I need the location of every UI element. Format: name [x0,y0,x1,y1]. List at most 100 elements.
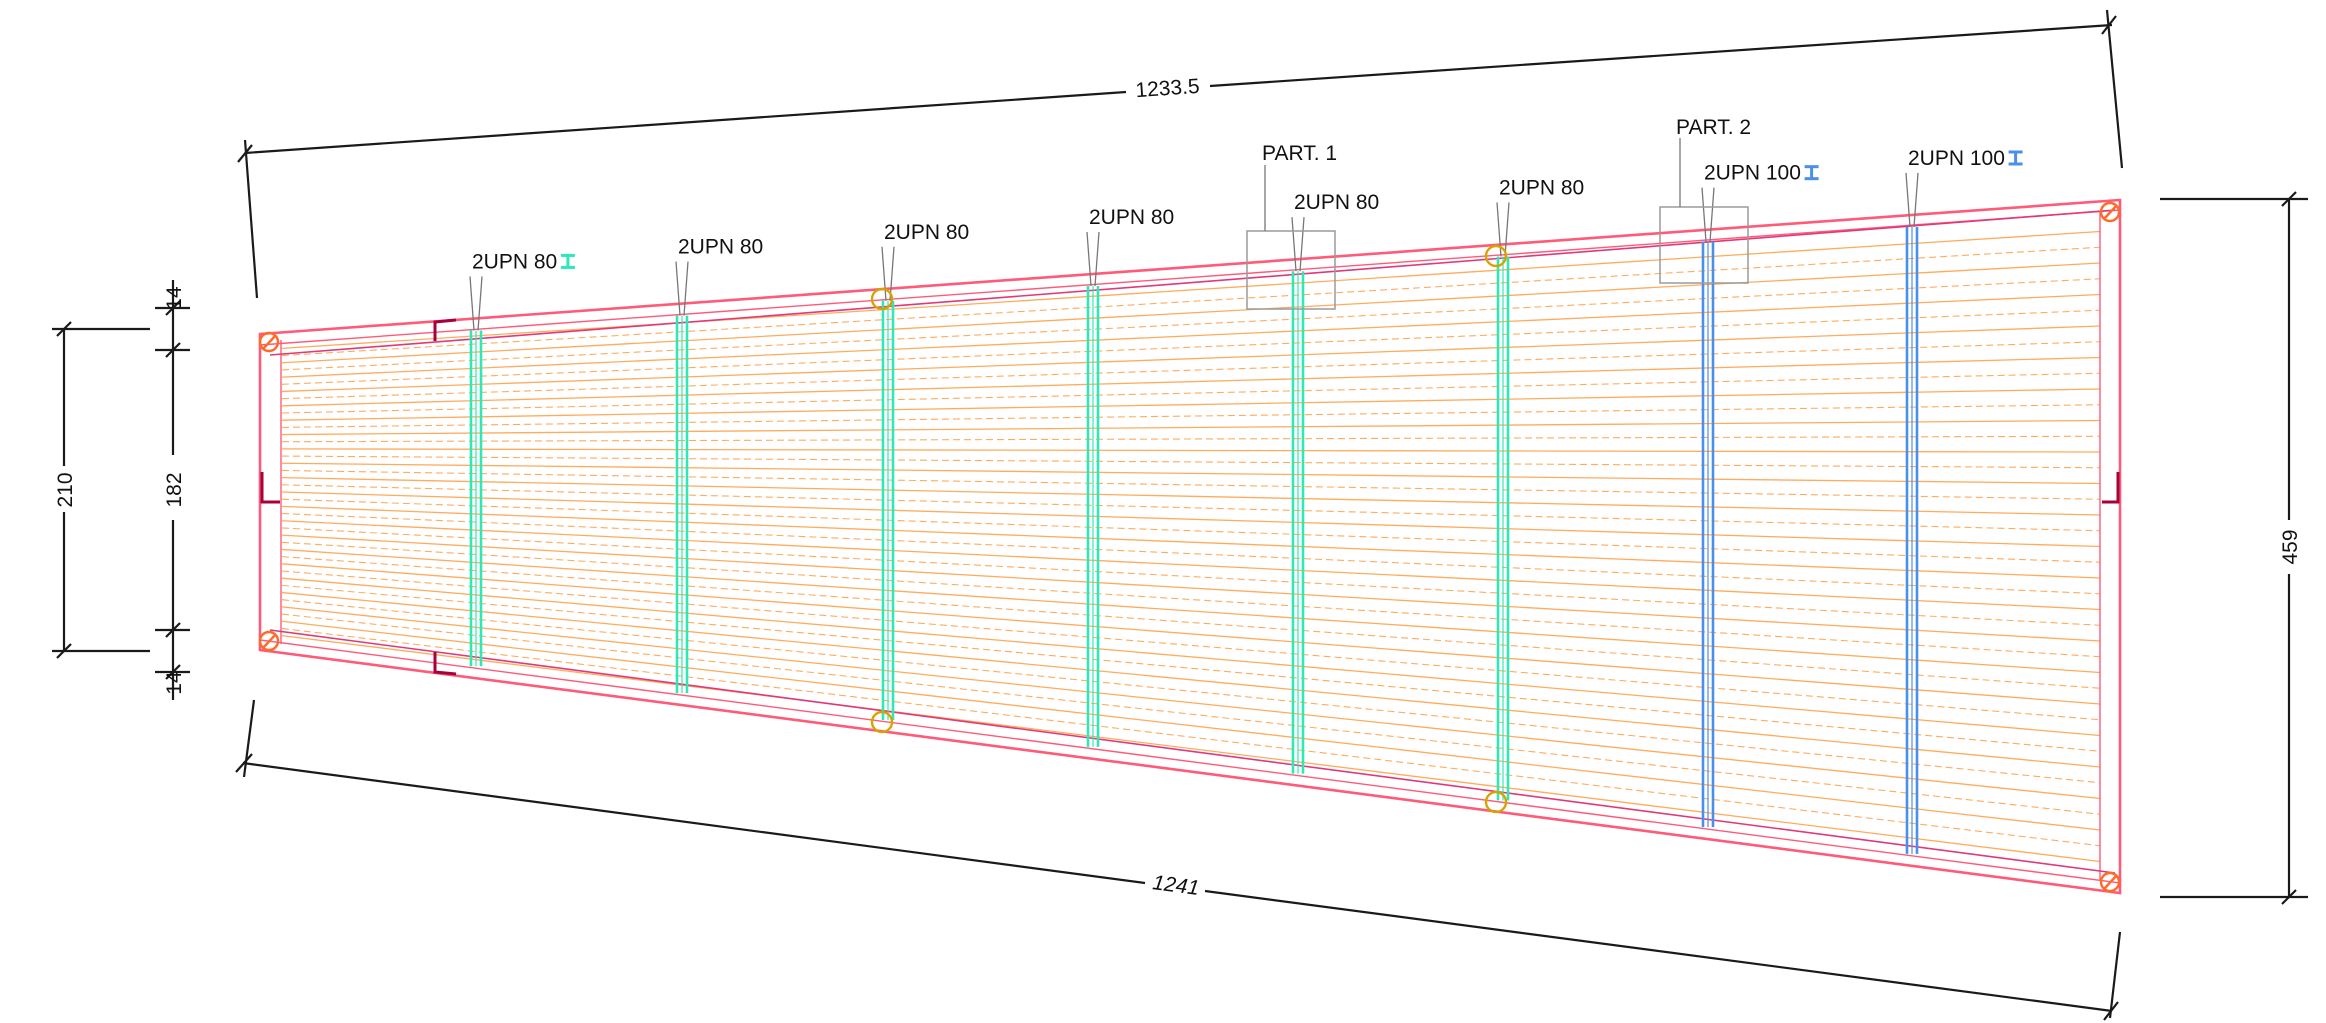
crossbeam-label: 2UPN 80 [884,221,969,244]
pins [258,201,2121,893]
left-bottom-edge-label: 14 [163,671,186,695]
dimension-top: 1233.5 [237,9,2124,299]
i-beam-icon [560,253,575,269]
slat-line [281,419,2101,436]
crossbeam-leader [1086,231,1092,287]
slat-line [281,293,2101,378]
slat-dash-line [281,246,2101,357]
slat-line [281,606,2101,800]
crossbeam-7: 2UPN 100 [1701,162,1819,828]
slat-dash-line [281,498,2101,563]
hinge-pin-6-top [1484,244,1508,268]
slat-line [281,520,2101,611]
crossbeam-leader [1905,172,1911,228]
slat-dash-line [281,570,2101,721]
dimension-bottom: 1241 [235,699,2122,1021]
dimension-left-total: 210 [52,321,150,659]
left-total-label: 210 [54,472,77,507]
slat-dash-line [281,512,2101,595]
slat-dash-line [281,484,2101,532]
slat-line [281,388,2101,421]
top-length-label: 1233.5 [1135,75,1201,102]
slats [281,230,2101,863]
left-top-edge-label: 14 [163,286,186,310]
bracket-right-mid [2102,472,2120,504]
crossbeam-leader [1913,172,1919,228]
crossbeam-5: 2UPN 80 [1291,191,1379,774]
diagonal-brace-top [269,209,2116,356]
hinge-pin-3-top [870,287,894,311]
crossbeam-label: 2UPN 100 [1704,162,1801,185]
panel-outline [258,198,2122,895]
diagonal-brace-bottom [269,629,2116,874]
slat-line [281,548,2101,674]
crossbeam-1: 2UPN 80 [469,250,575,667]
crossbeam-4: 2UPN 80 [1086,206,1174,747]
slat-line [281,634,2101,863]
slat-dash-line [281,627,2101,847]
crossbeam-label: 2UPN 80 [472,250,557,273]
crossbeam-6: 2UPN 80 [1496,176,1584,801]
slat-dash-line [281,584,2101,752]
crossbeam-leader [881,246,887,301]
crossbeam-leader [469,276,475,331]
part-1-label: PART. 1 [1262,142,1337,165]
i-beam-icon [1804,165,1819,181]
slat-line [281,534,2101,642]
slat-dash-line [281,527,2101,626]
slat-dash-line [281,469,2101,500]
slat-line [281,591,2101,768]
crossbeam-leader [889,246,895,301]
slat-dash-line [281,613,2101,815]
crossbeam-leader [1504,202,1510,257]
i-beam-icon [2008,150,2023,166]
slat-line [281,505,2101,579]
part-2-marker: PART. 2 [1659,116,1751,284]
crossbeam-leader [1299,217,1305,272]
crossbeam-label: 2UPN 80 [1089,206,1174,229]
slat-line [281,262,2101,364]
slat-line [281,563,2101,705]
bottom-length-label: 1241 [1151,871,1200,900]
bracket-left-mid [260,472,280,504]
bracket-bottom-left [433,652,457,676]
slat-dash-line [281,599,2101,784]
part-1-marker: PART. 1 [1246,142,1337,310]
slat-line [281,325,2101,393]
crossbeam-2: 2UPN 80 [675,236,763,694]
crossbeam-8: 2UPN 100 [1905,147,2023,854]
dimension-right: 459 [2160,191,2308,905]
slat-dash-line [281,278,2101,371]
panel: 2UPN 80 2UPN 80 2UPN 80 2UPN 80 2UPN 80 2UPN … [258,116,2122,895]
slat-line [281,230,2101,350]
slat-dash-line [281,309,2101,385]
slat-dash-line [281,455,2101,469]
crossbeam-label: 2UPN 80 [1499,176,1584,199]
right-height-label: 459 [2279,529,2302,564]
slat-line [281,356,2101,407]
crossbeam-leader [1709,187,1715,242]
crossbeam-label: 2UPN 80 [678,236,763,259]
slat-dash-line [281,341,2101,400]
part-2-label: PART. 2 [1676,116,1751,139]
slat-line [281,448,2101,453]
bracket-top-left [433,318,457,341]
pin-bottom-left [258,630,280,652]
hinge-pin-3-bottom [870,710,894,734]
slat-dash-line [281,372,2101,414]
left-middle-label: 182 [163,472,186,507]
crossbeam-label: 2UPN 100 [1908,147,2005,170]
slat-line [281,577,2101,737]
slat-line [281,462,2101,485]
pin-bottom-right [2099,871,2121,893]
slat-dash-line [281,556,2101,689]
pin-top-left [258,331,280,353]
crossbeam-3: 2UPN 80 [881,221,969,721]
slat-dash-line [281,404,2101,428]
slat-dash-line [281,435,2101,443]
crossbeams: 2UPN 80 2UPN 80 2UPN 80 2UPN 80 2UPN 80 2UPN … [469,147,2023,854]
slat-line [281,476,2101,516]
crossbeam-leader [1094,231,1100,287]
slat-line [281,491,2101,548]
